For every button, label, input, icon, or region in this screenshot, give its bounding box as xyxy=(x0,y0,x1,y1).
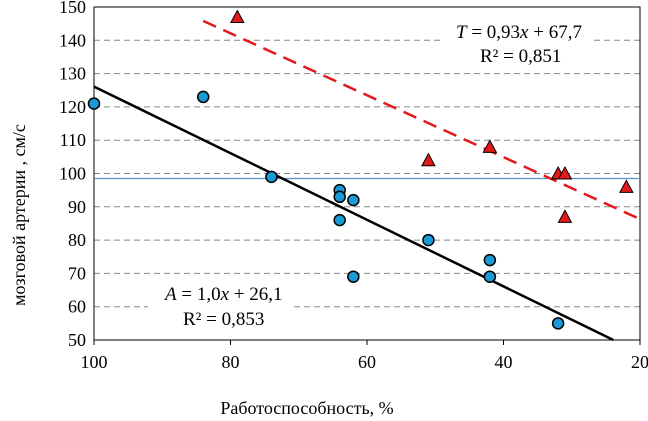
triangle-point xyxy=(229,9,245,24)
equation-T-rest: = 0,93 xyxy=(467,22,520,43)
x-tick-label: 100 xyxy=(81,352,108,372)
y-tick-label: 130 xyxy=(59,64,86,84)
equation-T-x: x xyxy=(519,22,529,43)
circle-point xyxy=(333,213,346,227)
trendlines xyxy=(93,19,641,342)
equation-A-rest: = 1,0 xyxy=(177,284,221,305)
y-tick-label: 120 xyxy=(59,97,86,117)
equation-A: A = 1,0x + 26,1 R² = 0,853 xyxy=(148,275,293,333)
circle-point xyxy=(265,170,278,184)
equation-T: T = 0,93x + 67,7 R² = 0,851 xyxy=(440,10,590,68)
y-tick-label: 80 xyxy=(68,230,86,250)
circle-point xyxy=(333,190,346,204)
y-tick-label: 140 xyxy=(59,30,86,50)
circle-point xyxy=(551,317,565,330)
y-tick-label: 70 xyxy=(68,263,86,283)
y-tick-label: 90 xyxy=(68,197,86,217)
circle-point xyxy=(347,270,360,283)
triangle-point xyxy=(619,179,634,193)
x-tick-label: 80 xyxy=(222,352,240,372)
equation-A-x: x xyxy=(220,284,230,305)
trendline-1 xyxy=(202,19,641,221)
y-tick-label: 150 xyxy=(59,0,86,17)
circle-point xyxy=(87,97,101,110)
circle-point xyxy=(196,90,210,104)
equation-A-tail: + 26,1 xyxy=(229,284,282,305)
x-axis-label: Работоспособность, % xyxy=(220,398,393,418)
svg-text:T = 0,93x + 67,7: T = 0,93x + 67,7 xyxy=(456,22,582,43)
x-tick-label: 20 xyxy=(631,352,648,372)
circle-point xyxy=(422,233,435,247)
grid-lines xyxy=(94,39,640,308)
equation-T-var: T xyxy=(456,22,468,43)
triangle-point xyxy=(557,165,573,180)
equation-A-r2: R² = 0,853 xyxy=(183,309,264,330)
equation-A-var: A xyxy=(163,284,177,305)
y-axis-label: мозговой артерии , см/с xyxy=(9,124,29,306)
y-tick-label: 50 xyxy=(68,330,86,350)
x-tick-label: 60 xyxy=(358,352,376,372)
triangle-point xyxy=(557,209,573,223)
x-tick-label: 40 xyxy=(495,352,513,372)
tick-labels: 100 80 60 40 20 150 140 130 120 110 100 90 80 70 60 50 xyxy=(59,0,648,372)
equation-T-tail: + 67,7 xyxy=(528,22,581,43)
circle-point xyxy=(347,193,360,207)
y-tick-label: 110 xyxy=(60,130,86,150)
y-tick-label: 100 xyxy=(59,164,86,184)
triangle-point xyxy=(421,152,436,167)
trendline-0 xyxy=(93,85,614,342)
equation-T-r2: R² = 0,851 xyxy=(480,46,561,67)
y-tick-label: 60 xyxy=(68,297,86,317)
circle-point xyxy=(483,270,497,283)
triangle-point xyxy=(482,139,498,153)
circle-point xyxy=(483,253,497,267)
svg-text:A = 1,0x + 26,1: A = 1,0x + 26,1 xyxy=(163,284,282,305)
data-points xyxy=(87,9,634,330)
